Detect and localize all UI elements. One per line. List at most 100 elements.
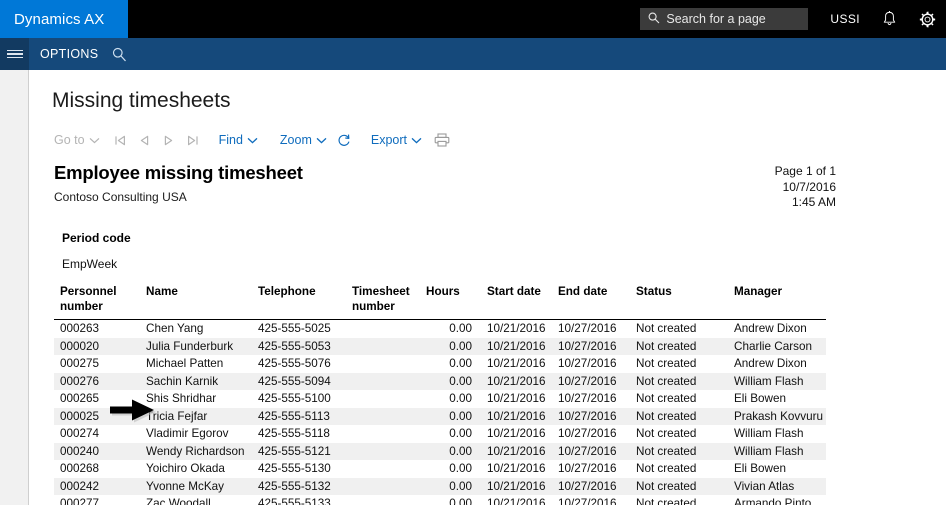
- chevron-down-icon: [316, 133, 327, 147]
- cell-manager: Andrew Dixon: [734, 357, 807, 370]
- cell-status: Not created: [636, 357, 697, 370]
- cell-personnel-number: 000274: [60, 427, 100, 440]
- next-page-icon[interactable]: [162, 134, 175, 147]
- cell-name: Chen Yang: [146, 322, 204, 335]
- period-code-label: Period code: [62, 231, 131, 245]
- global-search-input-text[interactable]: Search for a page: [666, 12, 766, 26]
- global-search-box[interactable]: Search for a page: [640, 8, 809, 30]
- hamburger-icon[interactable]: [0, 38, 29, 70]
- cell-start-date: 10/21/2016: [478, 477, 558, 495]
- cell-start-date: 10/21/2016: [487, 357, 546, 370]
- options-menu-button[interactable]: OPTIONS: [40, 47, 99, 61]
- table-row[interactable]: 000274 Vladimir Egorov 425-555-5118 0.00 10/…: [54, 425, 826, 443]
- cell-timesheet-number: [352, 460, 426, 478]
- cell-timesheet-number: [352, 320, 426, 338]
- cell-personnel-number: 000276: [54, 372, 146, 390]
- table-row[interactable]: 000277 Zac Woodall 425-555-5133 0.00 10/21/2…: [54, 495, 826, 505]
- cell-telephone: 425-555-5132: [258, 477, 352, 495]
- refresh-icon[interactable]: [337, 133, 351, 147]
- left-rail: [0, 70, 29, 505]
- column-header-end-date: End date: [558, 285, 636, 320]
- cell-hours: 0.00: [449, 357, 472, 370]
- table-row[interactable]: 000275 Michael Patten 425-555-5076 0.00 10/2…: [54, 355, 826, 373]
- brand-logo[interactable]: Dynamics AX: [0, 0, 128, 38]
- company-code-label[interactable]: USSI: [830, 12, 860, 26]
- table-row[interactable]: 000020 Julia Funderburk 425-555-5053 0.00 10…: [54, 337, 826, 355]
- table-row[interactable]: 000025 Tricia Fejfar 425-555-5113 0.00 10/21…: [54, 407, 826, 425]
- cell-name: Vladimir Egorov: [146, 427, 229, 440]
- table-row[interactable]: 000265 Shis Shridhar 425-555-5100 0.00 10/21…: [54, 390, 826, 408]
- export-button[interactable]: Export: [371, 133, 422, 147]
- cell-end-date: 10/27/2016: [558, 322, 617, 335]
- find-button[interactable]: Find: [219, 133, 258, 147]
- nav-search-icon[interactable]: [112, 38, 127, 70]
- period-section: Period code EmpWeek: [62, 231, 914, 271]
- cell-name: Tricia Fejfar: [146, 407, 258, 425]
- cell-manager: William Flash: [724, 442, 826, 460]
- page-title: Missing timesheets: [52, 89, 231, 112]
- search-icon: [648, 12, 660, 27]
- header-line-2: number: [60, 299, 103, 313]
- cell-status: Not created: [636, 462, 697, 475]
- cell-end-date: 10/27/2016: [558, 337, 636, 355]
- cell-hours: 0.00: [426, 372, 478, 390]
- cell-telephone: 425-555-5053: [258, 337, 352, 355]
- gear-icon[interactable]: [918, 10, 936, 28]
- header-line-1: Status: [636, 285, 672, 298]
- hamburger-line: [6, 56, 23, 59]
- cell-status: Not created: [636, 392, 697, 405]
- cell-name: Shis Shridhar: [146, 392, 217, 405]
- cell-telephone: 425-555-5133: [258, 497, 331, 505]
- cell-end-date: 10/27/2016: [558, 357, 617, 370]
- hamburger-line: [6, 49, 23, 52]
- cell-start-date: 10/21/2016: [478, 442, 558, 460]
- table-row[interactable]: 000240 Wendy Richardson 425-555-5121 0.00 10…: [54, 442, 826, 460]
- topbar-right-group: Search for a page USSI: [640, 0, 946, 38]
- table-row[interactable]: 000263 Chen Yang 425-555-5025 0.00 10/21/201…: [54, 320, 826, 338]
- cell-hours: 0.00: [449, 497, 472, 505]
- page-content: Missing timesheets Go to: [30, 70, 946, 505]
- cell-name: Yvonne McKay: [146, 477, 258, 495]
- cell-end-date: 10/27/2016: [558, 462, 617, 475]
- cell-timesheet-number: [352, 477, 426, 495]
- table-row[interactable]: 000242 Yvonne McKay 425-555-5132 0.00 10/21/…: [54, 477, 826, 495]
- column-header-name: Name: [146, 285, 258, 320]
- first-page-icon[interactable]: [114, 134, 127, 147]
- table-row[interactable]: 000276 Sachin Karnik 425-555-5094 0.00 10/21…: [54, 372, 826, 390]
- cell-personnel-number: 000268: [60, 462, 100, 475]
- go-to-button[interactable]: Go to: [54, 133, 100, 147]
- top-app-bar: Dynamics AX Search for a page USSI: [0, 0, 946, 38]
- table-body: 000263 Chen Yang 425-555-5025 0.00 10/21/201…: [54, 320, 826, 505]
- table-header: Personnel number Name Telephone Timeshee…: [54, 285, 826, 320]
- missing-timesheets-table: Personnel number Name Telephone Timeshee…: [54, 285, 826, 505]
- header-line-1: Name: [146, 285, 178, 298]
- zoom-button[interactable]: Zoom: [280, 133, 327, 147]
- cell-manager: Charlie Carson: [724, 337, 826, 355]
- cell-telephone: 425-555-5121: [258, 442, 352, 460]
- cell-hours: 0.00: [449, 322, 472, 335]
- cell-end-date: 10/27/2016: [558, 407, 636, 425]
- column-header-telephone: Telephone: [258, 285, 352, 320]
- table-row[interactable]: 000268 Yoichiro Okada 425-555-5130 0.00 10/2…: [54, 460, 826, 478]
- cell-hours: 0.00: [449, 392, 472, 405]
- print-icon[interactable]: [434, 133, 450, 147]
- cell-hours: 0.00: [426, 407, 478, 425]
- report-meta: Page 1 of 1 10/7/2016 1:45 AM: [775, 164, 836, 211]
- cell-start-date: 10/21/2016: [487, 462, 546, 475]
- cell-hours: 0.00: [449, 427, 472, 440]
- cell-personnel-number: 000240: [54, 442, 146, 460]
- previous-page-icon[interactable]: [138, 134, 151, 147]
- cell-timesheet-number: [352, 390, 426, 408]
- cell-manager: Vivian Atlas: [724, 477, 826, 495]
- last-page-icon[interactable]: [186, 134, 199, 147]
- cell-manager: William Flash: [724, 372, 826, 390]
- cell-personnel-number: 000275: [60, 357, 100, 370]
- cell-timesheet-number: [352, 495, 426, 505]
- bell-icon[interactable]: [880, 10, 898, 28]
- cell-manager: Eli Bowen: [734, 392, 786, 405]
- cell-personnel-number: 000020: [54, 337, 146, 355]
- cell-status: Not created: [636, 372, 724, 390]
- cell-end-date: 10/27/2016: [558, 427, 617, 440]
- cell-personnel-number: 000263: [60, 322, 100, 335]
- cell-personnel-number: 000265: [60, 392, 100, 405]
